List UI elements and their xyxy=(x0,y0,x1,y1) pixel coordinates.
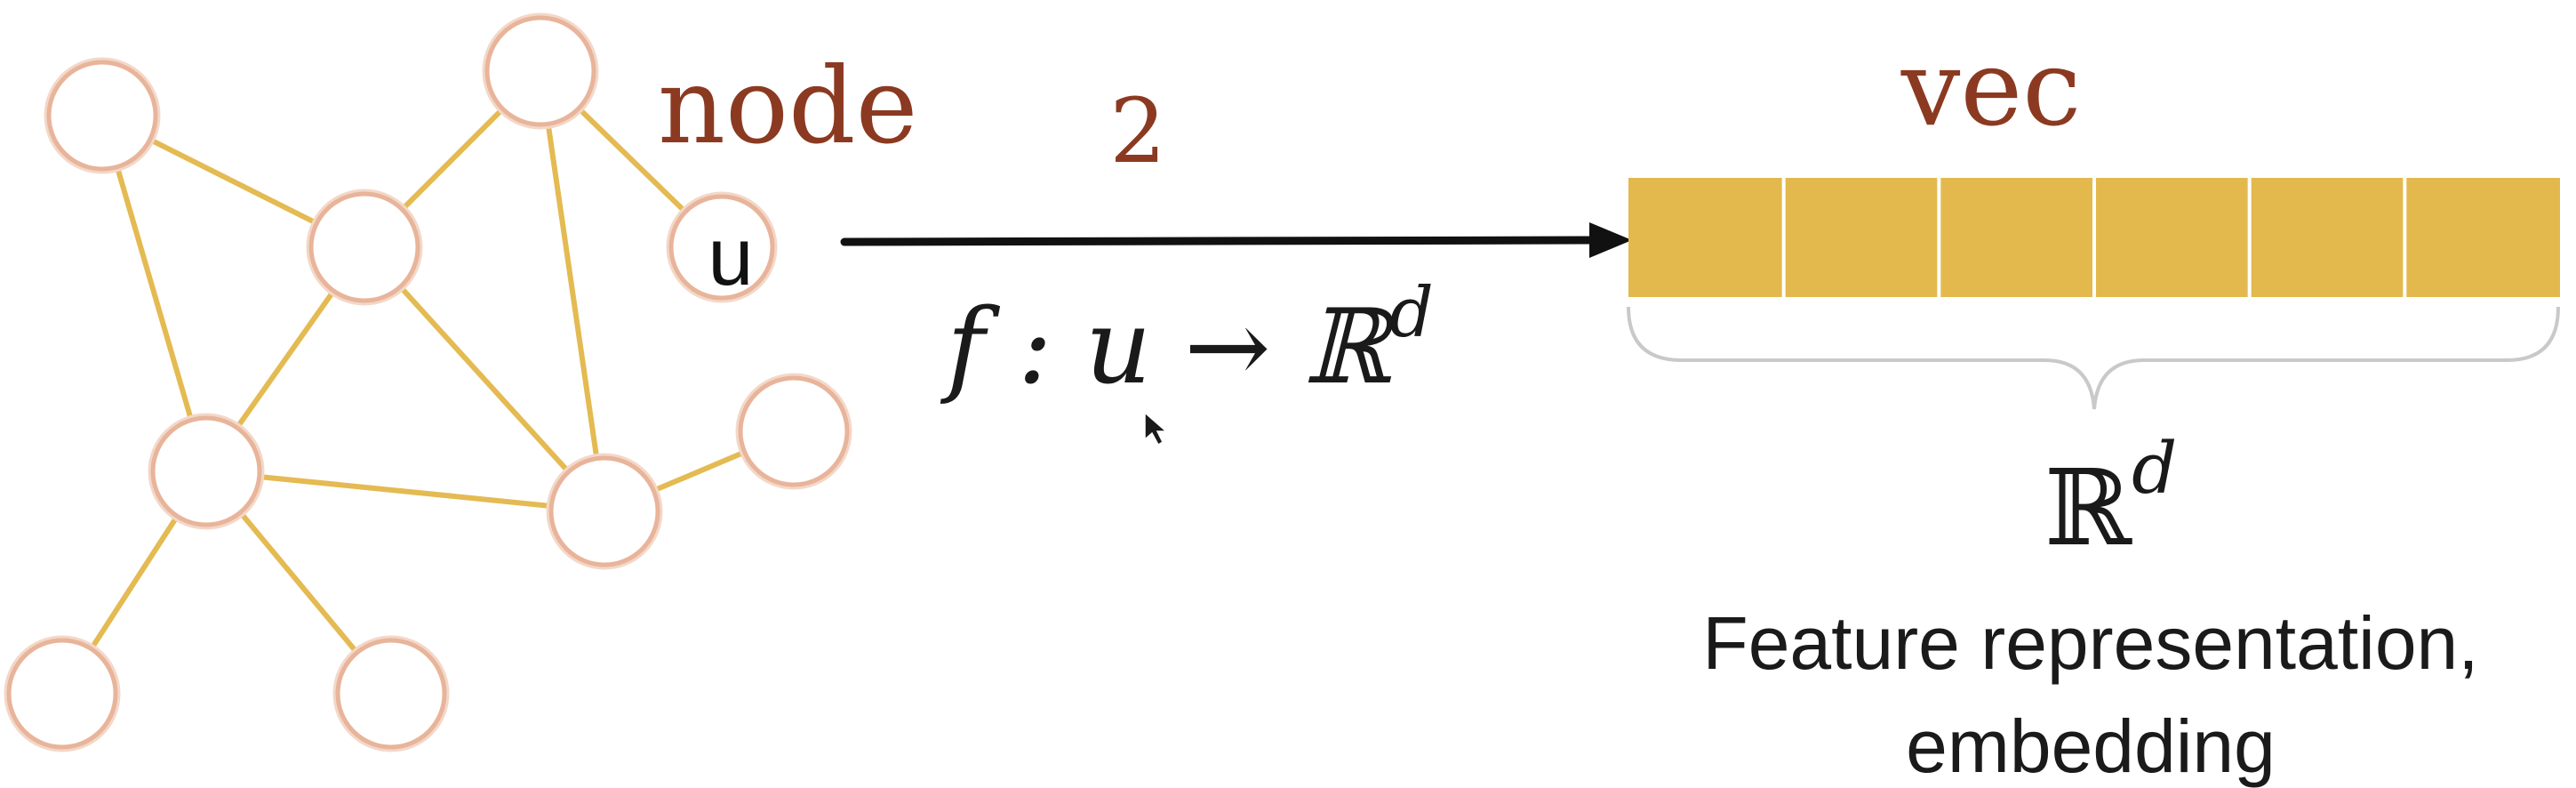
graph-node xyxy=(44,57,161,174)
graph-edge xyxy=(362,245,607,514)
vector-label: vec xyxy=(1900,27,2082,149)
function-text: f : u → ℝ xyxy=(940,287,1395,407)
graph-node xyxy=(546,453,663,570)
function-superscript: d xyxy=(1389,273,1434,353)
function-label: f : u → ℝd xyxy=(940,273,1434,407)
graph-edge xyxy=(204,469,607,514)
mouse-cursor-icon xyxy=(1144,411,1168,446)
graph-node xyxy=(332,635,450,752)
node-label: node xyxy=(658,44,917,167)
graph-edge xyxy=(538,68,607,514)
vector-cell xyxy=(2249,178,2405,297)
embedding-caption-line1: Feature representation, xyxy=(1702,601,2478,685)
vector-cell xyxy=(1783,178,1940,297)
vector-cell xyxy=(2404,178,2560,297)
graph-node xyxy=(482,12,599,130)
mapping-arrow xyxy=(840,222,1632,258)
space-superscript: d xyxy=(2132,427,2177,510)
graph-node xyxy=(148,413,265,530)
embedding-vector xyxy=(1628,178,2560,297)
vector-cell xyxy=(1939,178,2094,297)
graph-nodes: u xyxy=(4,12,852,752)
embedding-caption-line2: embedding xyxy=(1906,704,2276,788)
step-number: 2 xyxy=(1109,79,1166,183)
vector-cell xyxy=(1628,178,1784,297)
graph-node xyxy=(306,189,423,306)
space-symbol: ℝ xyxy=(2044,446,2132,569)
node-u-label: u xyxy=(708,212,753,302)
graph-node-u: u xyxy=(666,191,778,303)
graph-edge xyxy=(100,113,209,474)
vector-cell xyxy=(2094,178,2250,297)
graph-node xyxy=(735,373,852,490)
graph-node xyxy=(4,635,121,752)
curly-brace xyxy=(1627,306,2560,410)
space-label: ℝd xyxy=(2044,427,2177,569)
